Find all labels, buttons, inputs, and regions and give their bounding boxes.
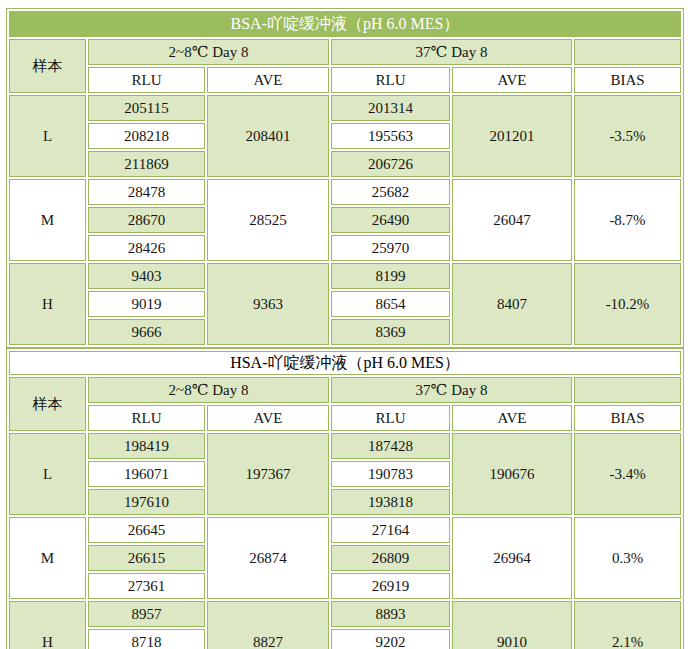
col-header-empty — [574, 39, 681, 65]
ave-value: 208401 — [207, 95, 329, 177]
rlu-value: 190783 — [331, 461, 450, 487]
rlu-value: 26919 — [331, 573, 450, 599]
col-header-condition-2-8: 2~8℃ Day 8 — [88, 39, 329, 65]
rlu-value: 8199 — [331, 263, 450, 289]
hsa-table-title: HSA-吖啶缓冲液（pH 6.0 MES） — [9, 351, 681, 375]
rlu-value: 26645 — [88, 517, 205, 543]
col-header-ave-2: AVE — [452, 405, 572, 431]
rlu-value: 9202 — [331, 629, 450, 649]
rlu-value: 206726 — [331, 151, 450, 177]
rlu-value: 8369 — [331, 319, 450, 345]
rlu-value: 25682 — [331, 179, 450, 205]
sample-label: L — [9, 95, 86, 177]
bias-value: 2.1% — [574, 601, 681, 649]
table-row: L 198419 197367 187428 190676 -3.4% — [9, 433, 681, 459]
report-page: BSA-吖啶缓冲液（pH 6.0 MES） 样本 2~8℃ Day 8 37℃ … — [0, 0, 690, 649]
bias-value: -10.2% — [574, 263, 681, 345]
col-header-rlu-2: RLU — [331, 67, 450, 93]
col-header-sample: 样本 — [9, 377, 86, 431]
rlu-value: 198419 — [88, 433, 205, 459]
table-row: 样本 2~8℃ Day 8 37℃ Day 8 — [9, 39, 681, 65]
rlu-value: 28426 — [88, 235, 205, 261]
ave-value: 26964 — [452, 517, 572, 599]
rlu-value: 201314 — [331, 95, 450, 121]
ave-value: 26874 — [207, 517, 329, 599]
table-row: RLU AVE RLU AVE BIAS — [9, 67, 681, 93]
col-header-rlu-1: RLU — [88, 405, 205, 431]
bias-value: -3.4% — [574, 433, 681, 515]
rlu-value: 9019 — [88, 291, 205, 317]
col-header-sample: 样本 — [9, 39, 86, 93]
table-row: H 9403 9363 8199 8407 -10.2% — [9, 263, 681, 289]
rlu-value: 8718 — [88, 629, 205, 649]
col-header-condition-37: 37℃ Day 8 — [331, 377, 572, 403]
sample-label: M — [9, 517, 86, 599]
sample-label: H — [9, 263, 86, 345]
ave-value: 201201 — [452, 95, 572, 177]
col-header-condition-2-8: 2~8℃ Day 8 — [88, 377, 329, 403]
rlu-value: 208218 — [88, 123, 205, 149]
rlu-value: 9403 — [88, 263, 205, 289]
table-row: L 205115 208401 201314 201201 -3.5% — [9, 95, 681, 121]
ave-value: 9363 — [207, 263, 329, 345]
table-row: M 28478 28525 25682 26047 -8.7% — [9, 179, 681, 205]
sample-label: L — [9, 433, 86, 515]
table-row: BSA-吖啶缓冲液（pH 6.0 MES） — [9, 11, 681, 37]
col-header-bias: BIAS — [574, 405, 681, 431]
table-row: M 26645 26874 27164 26964 0.3% — [9, 517, 681, 543]
table-row: RLU AVE RLU AVE BIAS — [9, 405, 681, 431]
col-header-rlu-1: RLU — [88, 67, 205, 93]
rlu-value: 211869 — [88, 151, 205, 177]
rlu-value: 195563 — [331, 123, 450, 149]
rlu-value: 28478 — [88, 179, 205, 205]
rlu-value: 197610 — [88, 489, 205, 515]
col-header-ave-2: AVE — [452, 67, 572, 93]
hsa-stability-table: HSA-吖啶缓冲液（pH 6.0 MES） 样本 2~8℃ Day 8 37℃ … — [6, 348, 684, 649]
rlu-value: 193818 — [331, 489, 450, 515]
bias-value: 0.3% — [574, 517, 681, 599]
rlu-value: 9666 — [88, 319, 205, 345]
ave-value: 9010 — [452, 601, 572, 649]
rlu-value: 28670 — [88, 207, 205, 233]
rlu-value: 196071 — [88, 461, 205, 487]
table-row: HSA-吖啶缓冲液（pH 6.0 MES） — [9, 351, 681, 375]
col-header-ave-1: AVE — [207, 405, 329, 431]
col-header-condition-37: 37℃ Day 8 — [331, 39, 572, 65]
col-header-rlu-2: RLU — [331, 405, 450, 431]
ave-value: 8827 — [207, 601, 329, 649]
rlu-value: 187428 — [331, 433, 450, 459]
rlu-value: 8654 — [331, 291, 450, 317]
rlu-value: 26490 — [331, 207, 450, 233]
bsa-stability-table: BSA-吖啶缓冲液（pH 6.0 MES） 样本 2~8℃ Day 8 37℃ … — [6, 8, 684, 348]
sample-label: H — [9, 601, 86, 649]
ave-value: 197367 — [207, 433, 329, 515]
ave-value: 26047 — [452, 179, 572, 261]
table-row: H 8957 8827 8893 9010 2.1% — [9, 601, 681, 627]
rlu-value: 25970 — [331, 235, 450, 261]
col-header-ave-1: AVE — [207, 67, 329, 93]
rlu-value: 8957 — [88, 601, 205, 627]
rlu-value: 27164 — [331, 517, 450, 543]
rlu-value: 8893 — [331, 601, 450, 627]
col-header-bias: BIAS — [574, 67, 681, 93]
table-row: 样本 2~8℃ Day 8 37℃ Day 8 — [9, 377, 681, 403]
rlu-value: 26615 — [88, 545, 205, 571]
ave-value: 28525 — [207, 179, 329, 261]
bias-value: -8.7% — [574, 179, 681, 261]
rlu-value: 205115 — [88, 95, 205, 121]
col-header-empty — [574, 377, 681, 403]
bsa-table-title: BSA-吖啶缓冲液（pH 6.0 MES） — [9, 11, 681, 37]
ave-value: 8407 — [452, 263, 572, 345]
ave-value: 190676 — [452, 433, 572, 515]
bias-value: -3.5% — [574, 95, 681, 177]
sample-label: M — [9, 179, 86, 261]
rlu-value: 26809 — [331, 545, 450, 571]
rlu-value: 27361 — [88, 573, 205, 599]
